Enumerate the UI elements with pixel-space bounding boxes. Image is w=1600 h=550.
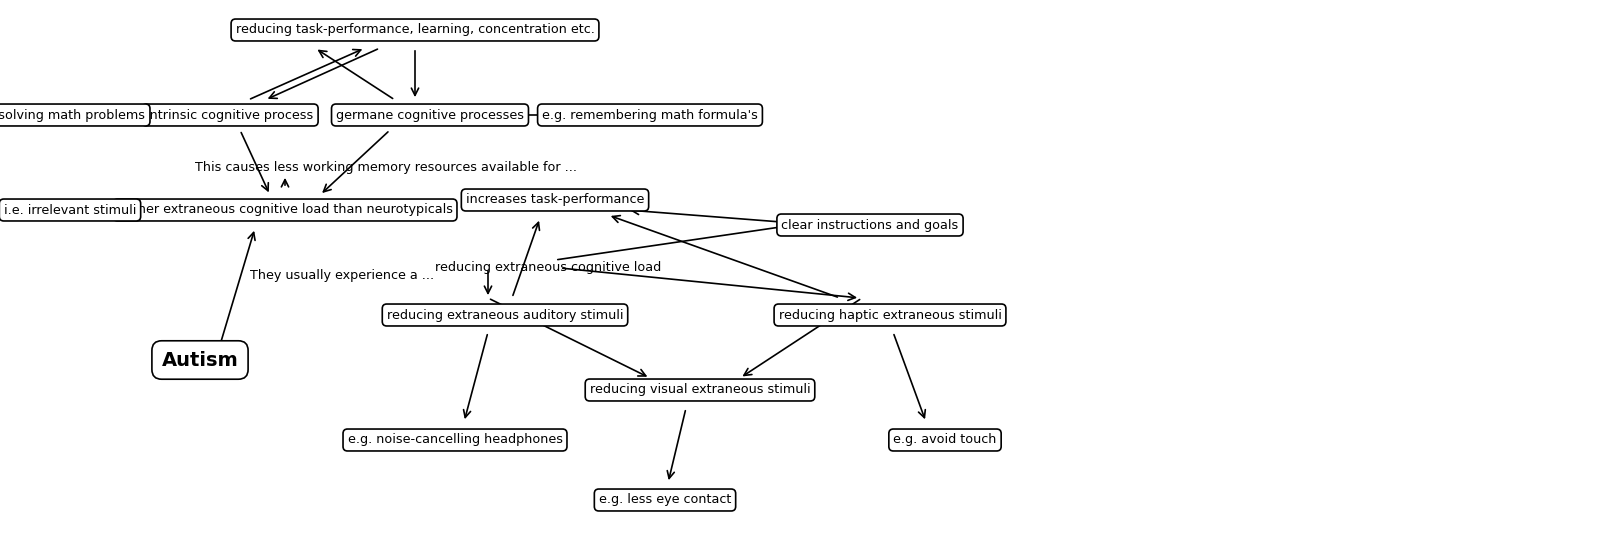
Text: increases task-performance: increases task-performance [466,194,645,206]
Text: germane cognitive processes: germane cognitive processes [336,108,525,122]
Text: e.g. remembering math formula's: e.g. remembering math formula's [542,108,758,122]
Text: e.g. avoid touch: e.g. avoid touch [893,433,997,447]
Text: e.g. solving math problems: e.g. solving math problems [0,108,146,122]
Text: e.g. noise-cancelling headphones: e.g. noise-cancelling headphones [347,433,563,447]
Text: reducing haptic extraneous stimuli: reducing haptic extraneous stimuli [779,309,1002,322]
Text: reducing extraneous cognitive load: reducing extraneous cognitive load [435,261,661,274]
Text: higher extraneous cognitive load than neurotypicals: higher extraneous cognitive load than ne… [117,204,453,217]
Text: i.e. irrelevant stimuli: i.e. irrelevant stimuli [3,204,136,217]
Text: reducing extraneous auditory stimuli: reducing extraneous auditory stimuli [387,309,624,322]
Text: reducing task-performance, learning, concentration etc.: reducing task-performance, learning, con… [235,24,595,36]
Text: This causes less working memory resources available for ...: This causes less working memory resource… [195,162,578,174]
Text: They usually experience a ...: They usually experience a ... [250,268,434,282]
Text: intrinsic cognitive process: intrinsic cognitive process [146,108,314,122]
Text: clear instructions and goals: clear instructions and goals [781,218,958,232]
Text: Autism: Autism [162,350,238,370]
Text: e.g. less eye contact: e.g. less eye contact [598,493,731,507]
Text: reducing visual extraneous stimuli: reducing visual extraneous stimuli [590,383,810,397]
